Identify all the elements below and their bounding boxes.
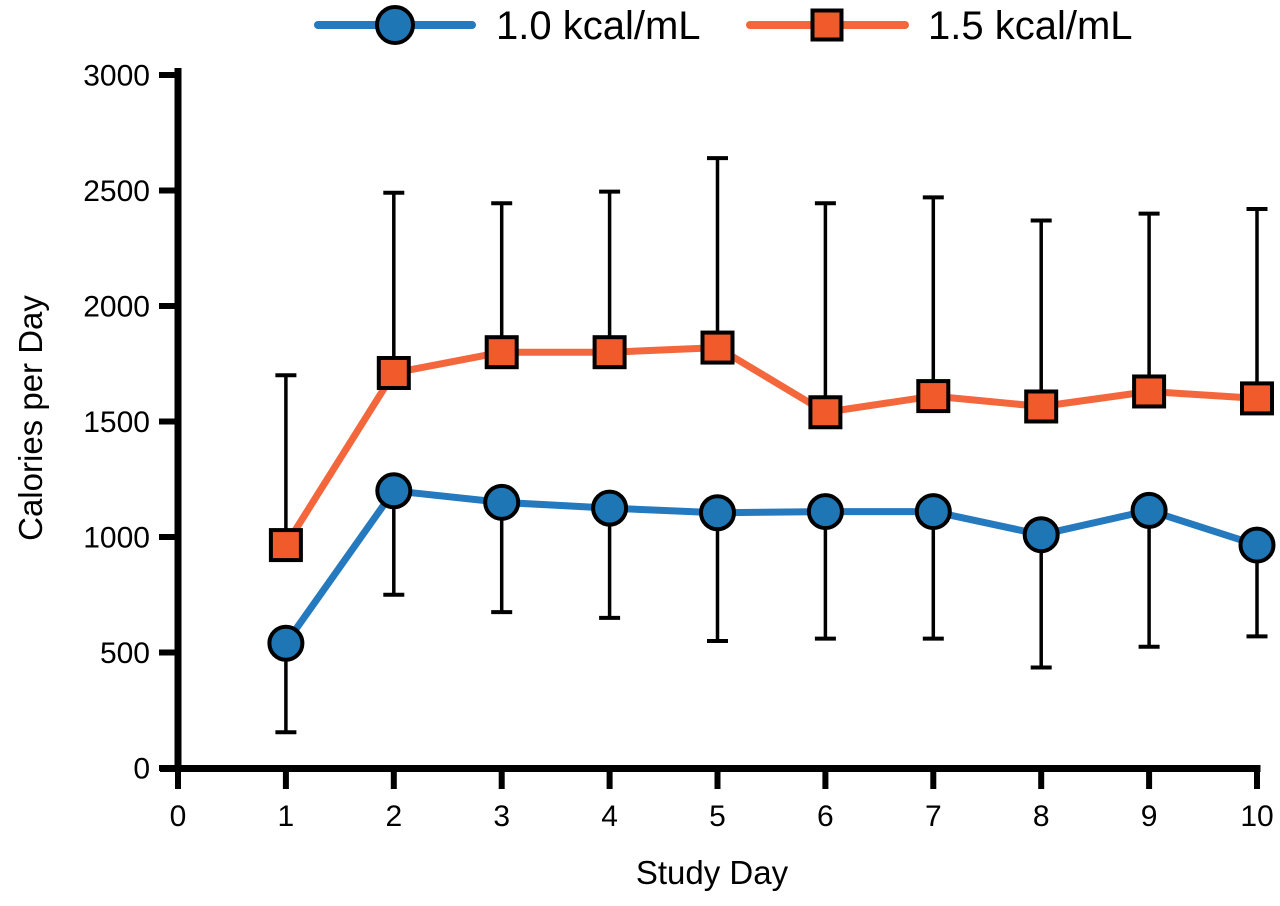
data-point-circle [914, 493, 952, 531]
legend-item-0: 1.0 kcal/mL [314, 4, 701, 48]
x-tick-label: 4 [601, 800, 618, 833]
tick-labels-layer: 0 500 1000 1500 2000 2500 3000 0 1 2 3 4 5 6 7 8 9 10 [83, 60, 1273, 834]
series-lines-layer [282, 344, 1261, 647]
x-tick-label: 8 [1033, 800, 1050, 833]
data-point-square [376, 355, 411, 390]
ticks-layer [159, 72, 1260, 789]
legend-label: 1.5 kcal/mL [928, 4, 1133, 48]
data-point-square [1024, 389, 1059, 424]
data-point-circle [591, 489, 629, 527]
data-point-square [592, 335, 627, 370]
data-point-square [1132, 374, 1167, 409]
y-tick-label: 2000 [83, 291, 150, 324]
data-markers-layer [267, 330, 1276, 662]
data-point-square [916, 379, 951, 414]
x-tick-label: 5 [709, 800, 726, 833]
y-tick-label: 2500 [83, 175, 150, 208]
legend-circle-marker-icon [375, 5, 415, 45]
legend-item-1: 1.5 kcal/mL [746, 4, 1133, 48]
data-point-square [700, 330, 735, 365]
data-point-square [808, 395, 843, 430]
x-tick-label: 0 [170, 800, 187, 833]
legend-label: 1.0 kcal/mL [496, 4, 701, 48]
x-axis-label: Study Day [636, 854, 789, 891]
y-tick-label: 500 [100, 637, 150, 670]
data-point-circle [483, 483, 521, 521]
x-tick-label: 2 [385, 800, 402, 833]
y-tick-label: 3000 [83, 60, 150, 93]
series-line-0 [282, 487, 1261, 647]
x-tick-label: 3 [493, 800, 510, 833]
data-point-circle [699, 494, 736, 532]
data-point-square [484, 335, 519, 370]
data-point-circle [1238, 526, 1276, 564]
axes-layer [160, 68, 1261, 772]
x-tick-label: 1 [278, 800, 295, 833]
data-point-circle [806, 493, 844, 531]
series-line-1 [282, 344, 1261, 549]
x-tick-label: 6 [817, 800, 834, 833]
legend-square-marker-icon [810, 8, 844, 42]
data-point-circle [1130, 491, 1168, 529]
data-point-square [1240, 381, 1274, 416]
y-tick-label: 1000 [83, 522, 150, 555]
error-bars-layer [275, 156, 1268, 735]
x-tick-label: 10 [1240, 800, 1273, 833]
y-tick-label: 0 [133, 753, 150, 786]
y-tick-label: 1500 [83, 406, 150, 439]
y-axis-label: Calories per Day [12, 295, 49, 541]
data-point-circle [1022, 516, 1060, 554]
data-point-square [268, 528, 303, 563]
x-tick-label: 9 [1141, 800, 1158, 833]
legend: 1.0 kcal/mL 1.5 kcal/mL [314, 4, 1133, 48]
data-point-circle [267, 624, 305, 662]
data-point-circle [375, 472, 413, 510]
x-tick-label: 7 [925, 800, 942, 833]
